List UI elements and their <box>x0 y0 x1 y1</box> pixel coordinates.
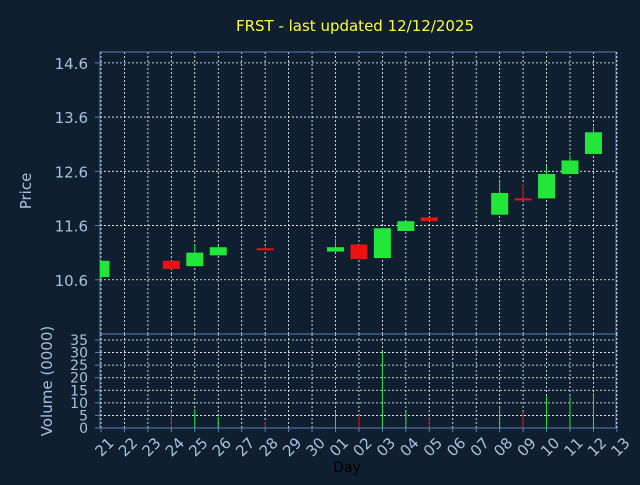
x-tick-label: 28 <box>256 434 282 460</box>
x-tick-label: 10 <box>537 434 563 460</box>
x-tick-label: 25 <box>185 434 211 460</box>
x-tick-label: 30 <box>303 434 329 460</box>
x-tick-label: 05 <box>420 434 446 460</box>
x-tick-label: 06 <box>443 434 469 460</box>
x-tick-label: 11 <box>561 434 587 460</box>
candle-body <box>373 228 391 259</box>
volume-tick-label: 0 <box>79 421 88 437</box>
candle-body <box>100 260 110 278</box>
volume-axis-label: Volume (0000) <box>38 326 56 436</box>
x-tick-label: 21 <box>92 434 118 460</box>
volume-panel-border <box>99 333 617 429</box>
candle-body <box>584 132 602 154</box>
candle-body <box>209 247 227 256</box>
x-tick-label: 23 <box>138 434 164 460</box>
x-tick-label: 27 <box>232 434 258 460</box>
x-tick-label: 26 <box>209 434 235 460</box>
price-tick-label: 12.6 <box>55 163 88 181</box>
x-tick-label: 09 <box>514 434 540 460</box>
price-panel: 10.6 11.6 12.6 13.6 14.6 <box>55 51 618 335</box>
candle-body <box>491 193 509 215</box>
x-tick-label: 22 <box>115 434 141 460</box>
volume-tick-label: 5 <box>79 408 88 424</box>
candle-body <box>162 260 180 269</box>
x-tick-label: 29 <box>279 434 305 460</box>
volume-tick-label: 10 <box>70 396 88 412</box>
candle-body <box>350 244 368 260</box>
x-tick-label: 03 <box>373 434 399 460</box>
volume-tick-label: 25 <box>70 358 88 374</box>
candle-body <box>420 217 438 222</box>
candle-body <box>397 221 415 231</box>
volume-tick-label: 30 <box>70 346 88 362</box>
price-tick-label: 13.6 <box>55 109 88 127</box>
x-tick-label: 02 <box>349 434 375 460</box>
candle-body <box>256 248 274 251</box>
volume-tick-label: 15 <box>70 383 88 399</box>
x-tick-label: 12 <box>584 434 610 460</box>
x-tick-label: 08 <box>490 434 516 460</box>
x-tick-label: 01 <box>326 434 352 460</box>
x-tick-label: 07 <box>467 434 493 460</box>
price-tick-label: 14.6 <box>55 55 88 73</box>
price-tick-label: 10.6 <box>55 272 88 290</box>
chart-title: FRST - last updated 12/12/2025 <box>236 17 474 35</box>
candle-body <box>514 198 532 201</box>
volume-tick-label: 35 <box>70 333 88 349</box>
price-axis-label: Price <box>17 173 35 210</box>
candle-body <box>327 247 344 252</box>
price-tick-label: 11.6 <box>55 218 88 236</box>
x-tick-label: 13 <box>607 434 633 460</box>
candle-body <box>561 160 579 175</box>
candle-body <box>538 174 556 199</box>
x-axis: 2122232425262728293001020304050607080910… <box>92 428 634 460</box>
volume-tick-label: 20 <box>70 371 88 387</box>
x-tick-label: 04 <box>396 434 422 460</box>
candle-body <box>186 252 204 267</box>
x-axis-label: Day <box>333 460 361 476</box>
x-tick-label: 24 <box>162 434 188 460</box>
